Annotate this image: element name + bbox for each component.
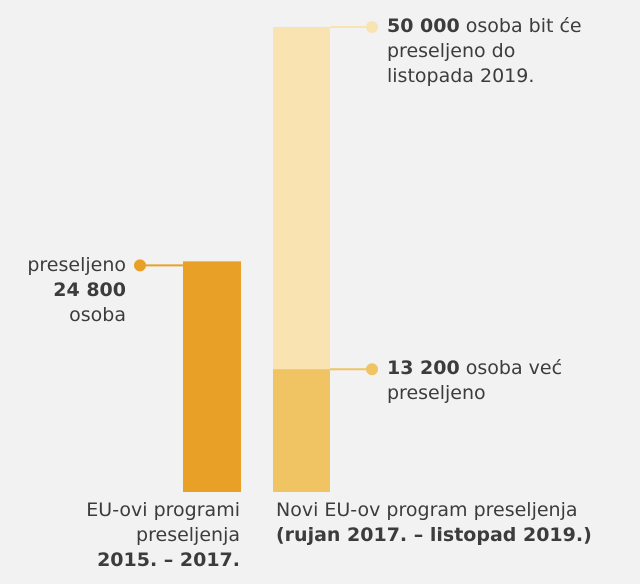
marker-dot <box>366 363 378 376</box>
category-text: Novi EU-ov program preseljenja <box>276 499 578 521</box>
value-label: 24 800 <box>53 279 126 302</box>
annotation-text: osoba bit će preseljeno do listopada 201… <box>387 15 582 87</box>
annotation-text: preseljeno <box>27 254 126 277</box>
value-label: 13 200 <box>387 357 460 380</box>
period-text: (rujan 2017. – listopad 2019.) <box>276 524 592 546</box>
marker-dot <box>366 21 378 33</box>
category-label: EU-ovi programi preseljenja 2015. – 2017… <box>40 498 240 573</box>
marker-dot <box>134 259 146 272</box>
period-text: 2015. – 2017. <box>97 549 240 571</box>
segment-annotation: 13 200 osoba već preseljeno <box>387 356 587 406</box>
bar <box>183 261 241 492</box>
bar-annotation: preseljeno 24 800 osoba <box>0 253 126 328</box>
annotation-text: osoba <box>69 304 126 327</box>
bar-segment <box>273 369 330 492</box>
value-label: 50 000 <box>387 15 460 37</box>
category-text: EU-ovi programi preseljenja <box>86 499 240 546</box>
category-label: Novi EU-ov program preseljenja (rujan 20… <box>276 498 638 548</box>
segment-annotation: 50 000 osoba bit će preseljeno do listop… <box>387 14 592 89</box>
annotation-text: osoba već preseljeno <box>387 357 563 405</box>
